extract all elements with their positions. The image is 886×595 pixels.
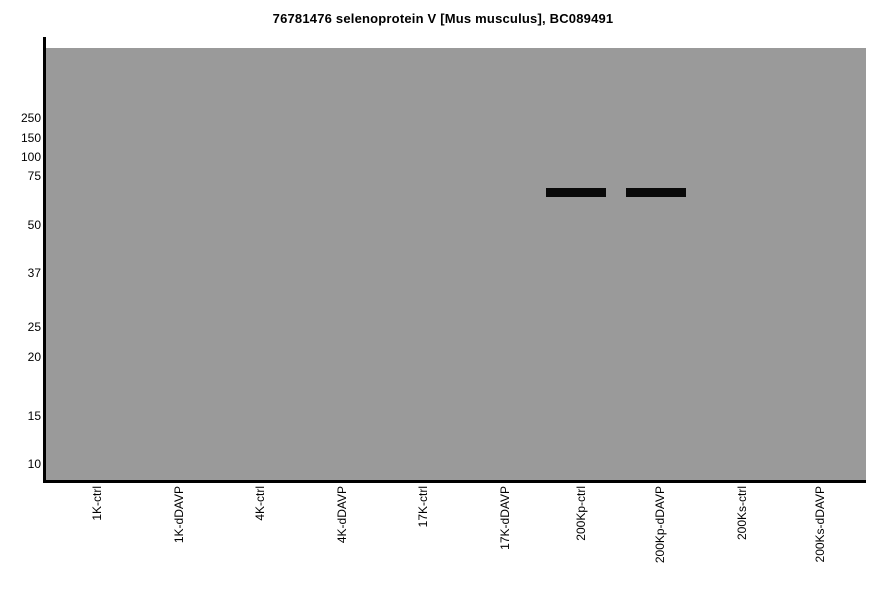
- lane-label: 17K-dDAVP: [498, 486, 512, 550]
- lane-label: 200Ks-ctrl: [735, 486, 749, 541]
- lane-label: 17K-ctrl: [416, 486, 430, 528]
- lane-label: 200Kp-dDAVP: [653, 486, 667, 564]
- protein-band: [626, 188, 686, 197]
- lane-label: 4K-dDAVP: [335, 486, 349, 544]
- lane-label: 200Kp-ctrl: [574, 486, 588, 541]
- y-axis-tick-label: 250: [20, 111, 41, 125]
- lane-label: 1K-ctrl: [90, 486, 104, 521]
- y-axis-tick-label: 75: [27, 169, 41, 183]
- y-axis-tick-label: 10: [27, 457, 41, 471]
- y-axis-line: [43, 37, 46, 483]
- y-axis-tick-label: 20: [27, 350, 41, 364]
- y-axis-tick-label: 37: [27, 266, 41, 280]
- x-axis-line: [43, 480, 866, 483]
- y-axis-tick-label: 150: [20, 131, 41, 145]
- lane-label: 200Ks-dDAVP: [813, 486, 827, 563]
- gel-background: [46, 48, 866, 480]
- y-axis-tick-label: 15: [27, 409, 41, 423]
- y-axis-tick-label: 100: [20, 150, 41, 164]
- y-axis-tick-label: 50: [27, 218, 41, 232]
- lane-label: 4K-ctrl: [253, 486, 267, 521]
- protein-band: [546, 188, 606, 197]
- figure-title: 76781476 selenoprotein V [Mus musculus],…: [272, 11, 614, 26]
- y-axis-tick-label: 25: [27, 320, 41, 334]
- lane-label: 1K-dDAVP: [172, 486, 186, 544]
